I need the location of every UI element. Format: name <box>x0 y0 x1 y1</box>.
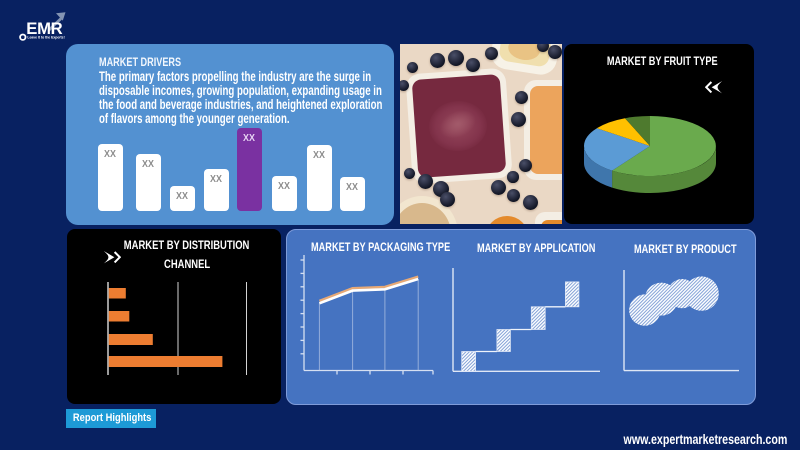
svg-text:Leave It to the Experts!: Leave It to the Experts! <box>27 36 64 40</box>
svg-text:EMR: EMR <box>26 19 62 38</box>
